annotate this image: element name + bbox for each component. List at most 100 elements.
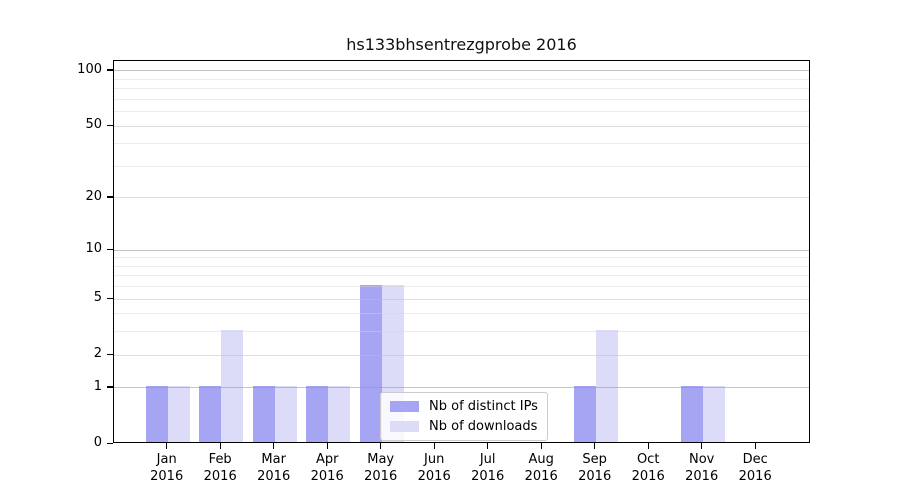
y-tick-label-10: 10	[85, 241, 102, 257]
x-tick-jun	[433, 443, 435, 449]
gridline-90	[114, 78, 809, 80]
legend-label-distinct-ips: Nb of distinct IPs	[429, 399, 538, 414]
x-tick-label-jan: Jan 2016	[135, 451, 199, 485]
gridline-7	[114, 275, 809, 277]
x-tick-year: 2016	[364, 469, 398, 484]
x-tick-label-aug: Aug 2016	[509, 451, 573, 485]
bar-distinct-ips-may	[359, 284, 382, 442]
legend-item-downloads: Nb of downloads	[390, 419, 538, 434]
x-tick-year: 2016	[310, 469, 344, 484]
bar-downloads-mar	[274, 385, 297, 442]
x-tick-year: 2016	[738, 469, 772, 484]
bar-downloads-nov	[702, 385, 725, 442]
y-tick-label-0: 0	[93, 435, 102, 450]
x-tick-month: Jul	[479, 452, 496, 467]
y-tick-label-100: 100	[77, 61, 102, 77]
x-tick-month: Aug	[528, 452, 554, 467]
y-tick-0	[107, 442, 113, 444]
y-tick-100	[107, 69, 113, 71]
gridline-40	[114, 143, 809, 145]
bar-distinct-ips-mar	[252, 385, 275, 442]
bar-downloads-sep	[595, 329, 618, 442]
x-tick-year: 2016	[631, 469, 665, 484]
bar-downloads-apr	[328, 385, 351, 442]
x-tick-mar	[273, 443, 275, 449]
x-tick-label-dec: Dec 2016	[723, 451, 787, 485]
y-tick-5	[107, 297, 113, 299]
y-tick-label-2: 2	[93, 346, 102, 362]
gridline-30	[114, 165, 809, 167]
x-tick-apr	[326, 443, 328, 449]
legend: Nb of distinct IPs Nb of downloads	[380, 392, 548, 441]
x-tick-oct	[647, 443, 649, 449]
x-tick-sep	[594, 443, 596, 449]
x-tick-month: Apr	[315, 452, 339, 467]
x-tick-month: Jun	[424, 452, 445, 467]
x-tick-feb	[219, 443, 221, 449]
gridline-2	[114, 354, 809, 356]
x-tick-month: Oct	[636, 452, 660, 467]
bar-distinct-ips-apr	[306, 385, 329, 442]
x-tick-year: 2016	[524, 469, 558, 484]
chart-title: hs133bhsentrezgprobe 2016	[346, 35, 577, 54]
x-tick-month: Dec	[742, 452, 768, 467]
x-tick-label-may: May 2016	[349, 451, 413, 485]
x-tick-jul	[487, 443, 489, 449]
x-tick-year: 2016	[150, 469, 184, 484]
x-tick-label-apr: Apr 2016	[295, 451, 359, 485]
y-tick-2	[107, 353, 113, 355]
legend-swatch-downloads	[390, 421, 419, 432]
x-tick-label-oct: Oct 2016	[616, 451, 680, 485]
gridline-5	[114, 298, 809, 300]
x-tick-label-feb: Feb 2016	[188, 451, 252, 485]
gridline-60	[114, 111, 809, 113]
y-tick-10	[107, 248, 113, 250]
gridline-6	[114, 286, 809, 288]
y-tick-label-1: 1	[93, 378, 102, 394]
x-tick-month: Nov	[689, 452, 715, 467]
gridline-10	[114, 249, 809, 251]
x-tick-month: Feb	[208, 452, 232, 467]
gridline-50	[114, 125, 809, 127]
x-tick-jan	[166, 443, 168, 449]
x-tick-aug	[540, 443, 542, 449]
gridline-8	[114, 265, 809, 267]
x-tick-label-jul: Jul 2016	[456, 451, 520, 485]
x-tick-label-nov: Nov 2016	[670, 451, 734, 485]
gridline-20	[114, 197, 809, 199]
plot-area	[113, 60, 810, 443]
gridline-80	[114, 88, 809, 90]
x-tick-dec	[754, 443, 756, 449]
x-tick-may	[380, 443, 382, 449]
y-tick-1	[107, 386, 113, 388]
bar-distinct-ips-feb	[199, 385, 222, 442]
x-tick-label-sep: Sep 2016	[563, 451, 627, 485]
gridline-4	[114, 313, 809, 315]
bar-downloads-feb	[221, 329, 244, 442]
legend-item-distinct-ips: Nb of distinct IPs	[390, 399, 538, 414]
gridline-9	[114, 257, 809, 259]
x-tick-year: 2016	[417, 469, 451, 484]
gridline-100	[114, 70, 809, 72]
x-tick-month: Sep	[582, 452, 607, 467]
x-tick-year: 2016	[257, 469, 291, 484]
x-tick-nov	[701, 443, 703, 449]
bar-distinct-ips-nov	[680, 385, 703, 442]
x-tick-year: 2016	[685, 469, 719, 484]
x-tick-year: 2016	[471, 469, 505, 484]
x-tick-label-jun: Jun 2016	[402, 451, 466, 485]
bar-distinct-ips-jan	[145, 385, 168, 442]
bar-distinct-ips-sep	[573, 385, 596, 442]
x-tick-year: 2016	[578, 469, 612, 484]
x-tick-month: Jan	[156, 452, 177, 467]
gridline-3	[114, 331, 809, 333]
y-tick-label-50: 50	[85, 117, 102, 132]
bar-downloads-jan	[167, 385, 190, 442]
x-tick-label-mar: Mar 2016	[242, 451, 306, 485]
gridline-70	[114, 98, 809, 100]
y-tick-label-20: 20	[85, 188, 102, 204]
legend-label-downloads: Nb of downloads	[429, 419, 538, 434]
legend-swatch-distinct-ips	[390, 401, 419, 412]
y-tick-50	[107, 124, 113, 126]
